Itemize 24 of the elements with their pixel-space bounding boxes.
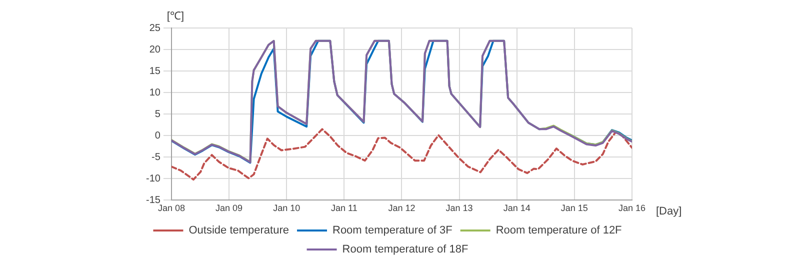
y-tick-label: -5 bbox=[152, 152, 161, 163]
x-tick-label: Jan 09 bbox=[216, 203, 243, 214]
y-tick-label: -15 bbox=[146, 194, 161, 206]
y-axis-title: [℃] bbox=[166, 10, 184, 23]
y-tick-label: 15 bbox=[149, 66, 161, 77]
x-axis-title: [Day] bbox=[656, 206, 682, 218]
x-tick-label: Jan 16 bbox=[618, 203, 646, 214]
legend-label: Outside temperature bbox=[188, 224, 290, 237]
x-tick-label: Jan 13 bbox=[446, 203, 473, 214]
x-tick-label: Jan 10 bbox=[273, 203, 300, 214]
y-tick-label: 5 bbox=[154, 108, 161, 120]
x-tick-label: Jan 15 bbox=[560, 203, 588, 214]
x-tick-label: Jan 08 bbox=[158, 203, 185, 214]
x-tick-label: Jan 12 bbox=[388, 203, 416, 214]
x-tick-label: Jan 14 bbox=[503, 203, 530, 214]
y-tick-label: 20 bbox=[149, 44, 161, 56]
y-tick-label: 0 bbox=[154, 130, 161, 142]
legend-label: Room temperature of 12F bbox=[496, 224, 622, 237]
legend-label: Room temperature of 3F bbox=[332, 224, 453, 237]
y-tick-label: -10 bbox=[146, 173, 161, 184]
y-tick-label: 25 bbox=[149, 22, 161, 34]
x-tick-label: Jan 11 bbox=[330, 203, 358, 214]
legend-label: Room temperature of 18F bbox=[342, 244, 469, 256]
y-tick-label: 10 bbox=[149, 87, 161, 98]
